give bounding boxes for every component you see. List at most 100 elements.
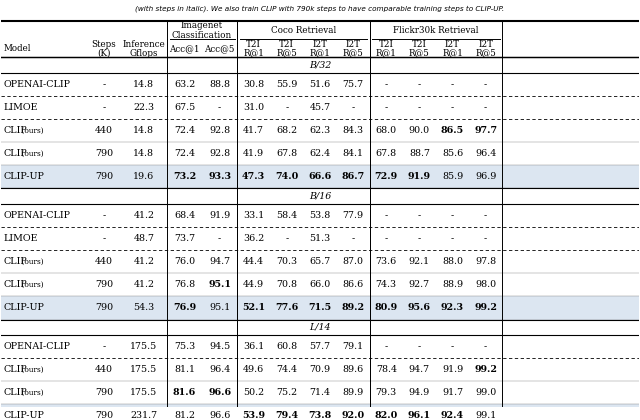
Text: -: - [385,103,388,112]
Text: 86.7: 86.7 [342,172,365,181]
Text: -: - [484,234,487,243]
Text: 89.6: 89.6 [342,365,364,374]
Text: 67.8: 67.8 [276,149,298,158]
Text: 96.6: 96.6 [209,411,230,420]
Text: CLIP: CLIP [4,257,28,266]
Text: 70.3: 70.3 [276,257,298,266]
Text: 36.1: 36.1 [243,342,264,351]
Text: 31.0: 31.0 [243,103,264,112]
Text: 92.1: 92.1 [409,257,430,266]
Text: 49.6: 49.6 [243,365,264,374]
Text: 44.4: 44.4 [243,257,264,266]
Text: 76.9: 76.9 [173,303,196,312]
Text: 74.3: 74.3 [376,280,397,289]
Text: -: - [218,103,221,112]
Text: (ours): (ours) [19,389,44,397]
Text: LIMOE: LIMOE [4,234,38,243]
Text: -: - [484,103,487,112]
Text: -: - [418,234,421,243]
Text: I2T
R@1: I2T R@1 [310,39,330,58]
Text: 70.8: 70.8 [276,280,298,289]
Text: CLIP: CLIP [4,388,28,397]
Text: 71.4: 71.4 [310,388,330,397]
Text: 22.3: 22.3 [133,103,154,112]
Text: 33.1: 33.1 [243,211,264,220]
Text: (with steps in italic). We also train CLIP with 790k steps to have comparable tr: (with steps in italic). We also train CL… [136,5,504,12]
Text: 84.3: 84.3 [342,126,364,135]
Text: I2T
R@1: I2T R@1 [442,39,463,58]
Text: -: - [385,234,388,243]
Text: 92.8: 92.8 [209,149,230,158]
Text: 97.8: 97.8 [475,257,496,266]
Text: 79.3: 79.3 [376,388,397,397]
Text: 47.3: 47.3 [242,172,266,181]
Text: 73.6: 73.6 [376,257,397,266]
Text: -: - [418,80,421,89]
Text: Coco Retrieval: Coco Retrieval [271,26,336,35]
Text: 94.7: 94.7 [409,365,430,374]
Text: 50.2: 50.2 [243,388,264,397]
Text: 74.0: 74.0 [275,172,298,181]
Text: 92.0: 92.0 [342,411,365,420]
Text: 41.2: 41.2 [133,257,154,266]
Text: -: - [285,103,289,112]
Text: 76.8: 76.8 [174,280,195,289]
Text: T2I
R@5: T2I R@5 [276,39,297,58]
Text: 87.0: 87.0 [342,257,364,266]
Text: 68.4: 68.4 [174,211,195,220]
Text: 96.4: 96.4 [475,149,496,158]
Text: 94.5: 94.5 [209,342,230,351]
Text: -: - [351,234,355,243]
Text: 95.1: 95.1 [208,280,231,289]
Text: 36.2: 36.2 [243,234,264,243]
Text: 66.0: 66.0 [309,280,331,289]
Text: 81.2: 81.2 [174,411,195,420]
Text: 77.9: 77.9 [342,211,364,220]
Text: 14.8: 14.8 [133,149,154,158]
Text: 84.1: 84.1 [342,149,364,158]
Text: -: - [385,342,388,351]
Text: 89.2: 89.2 [342,303,365,312]
Text: 79.4: 79.4 [275,411,298,420]
Text: -: - [418,342,421,351]
Text: 62.3: 62.3 [309,126,331,135]
Text: 96.1: 96.1 [408,411,431,420]
Text: 41.2: 41.2 [133,280,154,289]
Text: 80.9: 80.9 [374,303,398,312]
Text: 81.1: 81.1 [174,365,195,374]
Text: 73.7: 73.7 [174,234,195,243]
Text: 175.5: 175.5 [130,388,157,397]
Text: Model: Model [3,44,31,53]
Text: Inference
Gflops: Inference Gflops [122,39,165,58]
Text: 55.9: 55.9 [276,80,298,89]
Text: 53.8: 53.8 [309,211,331,220]
Text: 82.0: 82.0 [374,411,398,420]
Text: 88.7: 88.7 [409,149,430,158]
Text: 99.0: 99.0 [475,388,496,397]
Text: 96.6: 96.6 [208,388,231,397]
Text: -: - [484,80,487,89]
Text: 57.7: 57.7 [309,342,331,351]
Text: CLIP: CLIP [4,126,28,135]
Text: 45.7: 45.7 [309,103,331,112]
Text: 66.6: 66.6 [308,172,332,181]
Text: -: - [451,103,454,112]
Text: 53.9: 53.9 [242,411,265,420]
Text: -: - [484,342,487,351]
Text: Acc@5: Acc@5 [204,44,235,53]
Text: 97.7: 97.7 [474,126,497,135]
Text: 75.7: 75.7 [342,80,364,89]
Bar [1,404,639,420]
Text: 790: 790 [95,303,113,312]
Text: 63.2: 63.2 [174,80,195,89]
Text: 51.6: 51.6 [309,80,331,89]
Text: 51.3: 51.3 [309,234,331,243]
Text: CLIP-UP: CLIP-UP [4,172,45,181]
Text: -: - [385,80,388,89]
Text: 52.1: 52.1 [242,303,266,312]
Text: -: - [418,103,421,112]
Text: CLIP-UP: CLIP-UP [4,411,45,420]
Text: 91.9: 91.9 [209,211,230,220]
Text: LIMOE: LIMOE [4,103,38,112]
Text: T2I
R@1: T2I R@1 [243,39,264,58]
